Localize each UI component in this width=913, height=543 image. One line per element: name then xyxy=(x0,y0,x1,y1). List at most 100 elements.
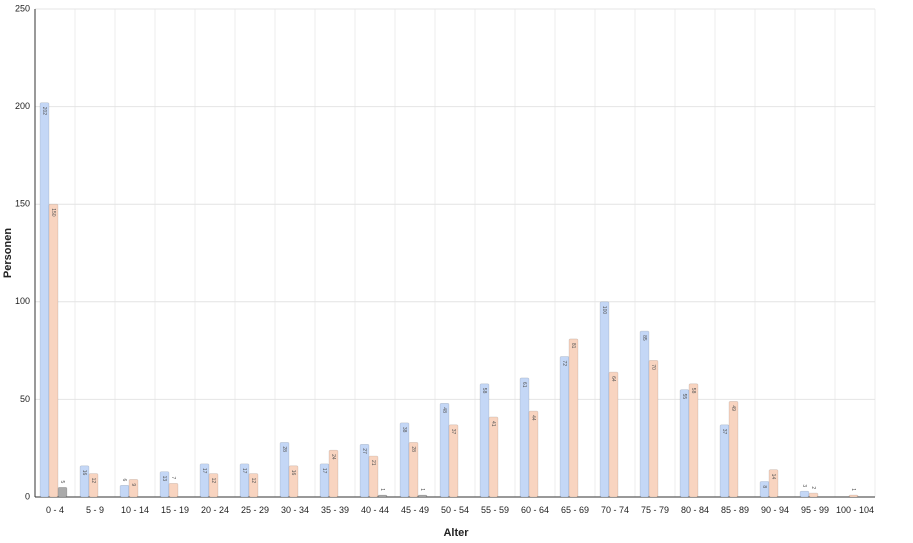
value-label: 55 xyxy=(681,394,687,400)
value-label: 7 xyxy=(170,477,176,480)
value-label: 9 xyxy=(130,483,136,486)
bar xyxy=(799,490,810,498)
bar xyxy=(639,330,650,498)
bar xyxy=(39,102,50,498)
value-label: 70 xyxy=(650,364,656,370)
x-tick-label: 50 - 54 xyxy=(440,505,470,515)
x-tick-label: 30 - 34 xyxy=(280,505,310,515)
bar xyxy=(599,301,610,498)
value-label: 3 xyxy=(801,484,807,487)
value-label: 37 xyxy=(721,429,727,435)
bar xyxy=(399,422,410,498)
bar xyxy=(808,492,819,498)
x-tick-label: 45 - 49 xyxy=(400,505,430,515)
bar xyxy=(377,494,388,498)
x-tick-label: 20 - 24 xyxy=(200,505,230,515)
value-label: 17 xyxy=(201,468,207,474)
y-tick-label: 250 xyxy=(15,3,30,13)
value-label: 41 xyxy=(490,421,496,427)
value-label: 12 xyxy=(250,478,256,484)
x-axis-title: Alter xyxy=(443,527,469,539)
y-tick-label: 200 xyxy=(15,101,30,111)
bar xyxy=(448,424,459,498)
x-tick-label: 80 - 84 xyxy=(680,505,710,515)
x-tick-label: 5 - 9 xyxy=(85,505,104,515)
value-label: 1 xyxy=(419,488,425,491)
bar xyxy=(728,401,739,498)
value-label: 38 xyxy=(401,427,407,433)
x-tick-label: 35 - 39 xyxy=(320,505,350,515)
bar xyxy=(248,473,259,498)
x-tick-label: 25 - 29 xyxy=(240,505,270,515)
value-label: 48 xyxy=(441,407,447,413)
y-tick-label: 50 xyxy=(20,394,30,404)
bar xyxy=(368,455,379,498)
bar xyxy=(417,494,428,498)
value-label: 58 xyxy=(481,388,487,394)
x-tick-label: 15 - 19 xyxy=(160,505,190,515)
x-tick-label: 10 - 14 xyxy=(120,505,150,515)
x-tick-label: 95 - 99 xyxy=(800,505,830,515)
bar xyxy=(848,494,859,498)
value-label: 85 xyxy=(641,335,647,341)
value-label: 27 xyxy=(361,448,367,454)
bar xyxy=(719,424,730,498)
bar xyxy=(439,403,450,498)
bar xyxy=(479,383,490,498)
value-label: 28 xyxy=(281,446,287,452)
bar xyxy=(168,483,179,498)
value-label: 13 xyxy=(161,476,167,482)
value-label: 1 xyxy=(379,488,385,491)
x-tick-label: 75 - 79 xyxy=(640,505,670,515)
bar xyxy=(57,486,68,498)
value-label: 12 xyxy=(210,478,216,484)
x-tick-label: 90 - 94 xyxy=(760,505,790,515)
x-tick-label: 40 - 44 xyxy=(360,505,390,515)
bar xyxy=(568,338,579,498)
bar xyxy=(559,356,570,498)
bar xyxy=(688,383,699,498)
value-label: 5 xyxy=(59,480,65,483)
value-label: 17 xyxy=(241,468,247,474)
value-label: 8 xyxy=(761,485,767,488)
bar xyxy=(648,360,659,498)
bar xyxy=(519,377,530,498)
value-label: 6 xyxy=(121,479,127,482)
bar xyxy=(328,449,339,498)
x-tick-label: 100 - 104 xyxy=(835,505,875,515)
value-label: 37 xyxy=(450,429,456,435)
bar xyxy=(88,473,99,498)
x-tick-label: 55 - 59 xyxy=(480,505,510,515)
x-tick-label: 70 - 74 xyxy=(600,505,630,515)
bar xyxy=(208,473,219,498)
value-label: 16 xyxy=(290,470,296,476)
bar xyxy=(608,371,619,498)
bar xyxy=(119,484,130,498)
y-tick-label: 150 xyxy=(15,199,30,209)
value-label: 64 xyxy=(610,376,616,382)
value-label: 202 xyxy=(41,107,47,116)
bar xyxy=(759,481,770,498)
bar xyxy=(159,471,170,498)
value-label: 24 xyxy=(330,454,336,460)
y-tick-label: 100 xyxy=(15,296,30,306)
value-label: 28 xyxy=(410,446,416,452)
value-label: 2 xyxy=(810,486,816,489)
value-label: 16 xyxy=(81,470,87,476)
bar xyxy=(288,465,299,498)
y-tick-label: 0 xyxy=(25,491,30,501)
value-label: 17 xyxy=(321,468,327,474)
value-label: 58 xyxy=(690,388,696,394)
x-tick-label: 65 - 69 xyxy=(560,505,590,515)
x-tick-label: 85 - 89 xyxy=(720,505,750,515)
bar xyxy=(128,479,139,498)
x-tick-label: 60 - 64 xyxy=(520,505,550,515)
value-label: 100 xyxy=(601,306,607,315)
value-label: 21 xyxy=(370,460,376,466)
bar xyxy=(48,203,59,498)
value-label: 14 xyxy=(770,474,776,480)
bar xyxy=(408,442,419,498)
bar xyxy=(679,389,690,498)
x-tick-label: 0 - 4 xyxy=(45,505,64,515)
